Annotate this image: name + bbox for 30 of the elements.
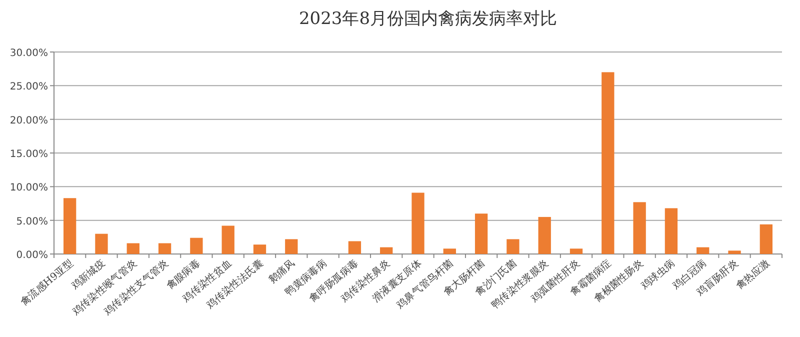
y-tick-label: 15.00%: [10, 149, 48, 160]
bar: [63, 198, 76, 254]
bar: [474, 214, 488, 254]
y-tick-label: 5.00%: [16, 216, 48, 228]
bar: [633, 202, 646, 254]
bar: [570, 248, 583, 254]
bar: [602, 72, 614, 254]
y-tick-label: 10.00%: [10, 182, 48, 194]
bar: [253, 244, 266, 254]
bar: [285, 239, 298, 254]
bar: [222, 226, 234, 254]
y-tick-label: 30.00%: [10, 48, 48, 59]
chart-title: 2023年8月份国内禽病发病率对比: [298, 9, 558, 29]
bar: [412, 192, 424, 254]
y-tick-label: 0.00%: [16, 250, 48, 261]
bar: [190, 238, 203, 254]
bar: [443, 248, 456, 254]
bar: [664, 208, 678, 254]
bar: [696, 247, 710, 254]
bar: [760, 224, 773, 254]
bar: [728, 250, 741, 254]
bar: [380, 247, 393, 254]
bar: [95, 234, 108, 254]
y-tick-label: 20.00%: [10, 115, 48, 126]
y-tick-label: 25.00%: [10, 82, 48, 93]
bar: [506, 239, 520, 254]
bar: [158, 243, 172, 254]
bar: [126, 243, 140, 254]
bar: [538, 216, 551, 254]
bar: [348, 241, 362, 254]
